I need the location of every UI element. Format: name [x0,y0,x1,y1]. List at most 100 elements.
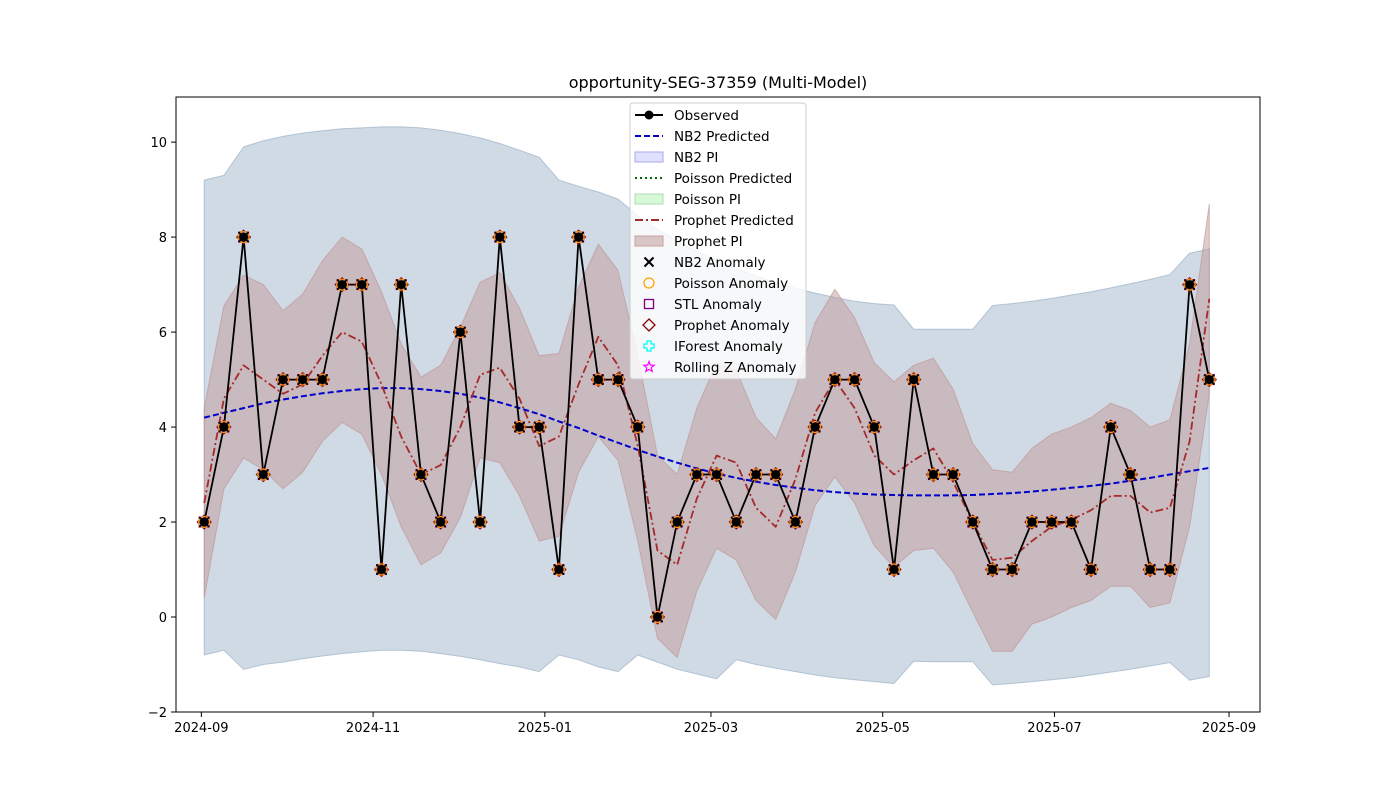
observed-point [455,327,465,337]
poisson-anomaly-marker [789,516,802,529]
observed-point [1185,280,1195,290]
poisson-anomaly-marker [316,373,329,386]
observed-point [1145,565,1155,575]
axes: 2024-09 2024-11 2025-01 2025-03 2025-05 2025-… [148,96,1261,736]
observed-point [968,517,978,527]
observed-point [574,232,584,242]
poisson-anomaly-marker [966,516,979,529]
nb2-predicted-line [203,387,1210,497]
poisson-anomaly-marker [1203,373,1216,386]
observed-point [199,517,209,527]
y-tick-label: −2 [148,706,167,721]
legend-label: Poisson Anomaly [674,276,788,292]
poisson-anomaly-marker [572,231,585,244]
prophet-predicted-line [203,298,1211,566]
observed-point [298,375,308,385]
observed-point [357,280,367,290]
poisson-anomaly-marker [1183,278,1196,291]
poisson-anomaly-marker [986,563,999,576]
legend-label: Prophet Anomaly [674,318,790,334]
poisson-anomaly-marker [730,516,743,529]
observed-point [771,470,781,480]
poisson-anomaly-marker [395,278,408,291]
legend-label: Rolling Z Anomaly [674,360,796,376]
legend-label: NB2 Anomaly [674,255,765,271]
legend-label: IForest Anomaly [674,339,783,355]
legend-prophet-pi-patch [634,235,664,247]
legend-observed-marker [644,110,654,120]
observed-point [1106,422,1116,432]
observed-point [554,565,564,575]
observed-point [475,517,485,527]
observed-point [1027,517,1037,527]
observed-point [1066,517,1076,527]
poisson-anomaly-marker [1124,468,1137,481]
poisson-anomaly-marker [809,421,822,434]
observed-point [909,375,919,385]
poisson-anomaly-marker [237,231,250,244]
observed-point [495,232,505,242]
observed-point [317,375,327,385]
poisson-anomaly-marker [592,373,605,386]
observed-point [1125,470,1135,480]
poisson-anomaly-marker [336,278,349,291]
observed-point [515,422,525,432]
observed-point [830,375,840,385]
x-tick-label: 2025-09 [1202,721,1256,736]
legend-label: Poisson Predicted [674,171,792,187]
x-tick-label: 2024-11 [346,721,400,736]
poisson-anomaly-marker [1006,563,1019,576]
legend-label: STL Anomaly [674,297,762,313]
poisson-anomaly-marker [671,516,684,529]
poisson-anomaly-marker [651,611,664,624]
observed-point [672,517,682,527]
observed-point [633,422,643,432]
legend-label: Poisson PI [674,192,741,208]
poisson-anomaly-marker [927,468,940,481]
poisson-anomaly-marker [612,373,625,386]
observed-point [613,375,623,385]
poisson-anomaly-marker [533,421,546,434]
observed-point [396,280,406,290]
legend-box [629,102,807,380]
poisson-anomaly-marker [907,373,920,386]
observed-point [948,470,958,480]
legend-nb2-pi-patch [634,151,664,163]
legend-nb2-anomaly-marker [643,256,655,268]
legend: Observed NB2 Predicted NB2 PI Poisson Predi… [629,102,807,380]
observed-point [928,470,938,480]
poisson-anomaly-marker [828,373,841,386]
observed-point [1204,375,1214,385]
legend-poisson-pi-patch [634,193,664,205]
poisson-anomaly-marker [552,563,565,576]
x-tick-label: 2025-07 [1027,721,1081,736]
poisson-anomaly-marker [1065,516,1078,529]
poisson-anomaly-marker [887,563,900,576]
poisson-anomaly-marker [198,516,211,529]
observed-point [751,470,761,480]
legend-label: NB2 Predicted [674,129,770,145]
observed-point [810,422,820,432]
poisson-anomaly-marker [474,516,487,529]
poisson-anomaly-marker [769,468,782,481]
observed-point [1047,517,1057,527]
poisson-anomaly-marker [493,231,506,244]
observed-point [652,612,662,622]
legend-rollingz-anomaly-marker [642,359,656,373]
poisson-anomaly-marker [750,468,763,481]
observed-point [1086,565,1096,575]
observed-point [1007,565,1017,575]
observed-point [258,470,268,480]
observed-point [692,470,702,480]
observed-point [988,565,998,575]
observed-point [337,280,347,290]
poisson-anomaly-marker [513,421,526,434]
legend-label: Observed [674,108,739,124]
x-tick-label: 2025-05 [856,721,910,736]
legend-poisson-anomaly-marker [643,277,655,289]
observed-point [219,422,229,432]
poisson-anomaly-marker [868,421,881,434]
x-tick-label: 2025-01 [518,721,572,736]
observed-point [889,565,899,575]
poisson-anomaly-marker [217,421,230,434]
